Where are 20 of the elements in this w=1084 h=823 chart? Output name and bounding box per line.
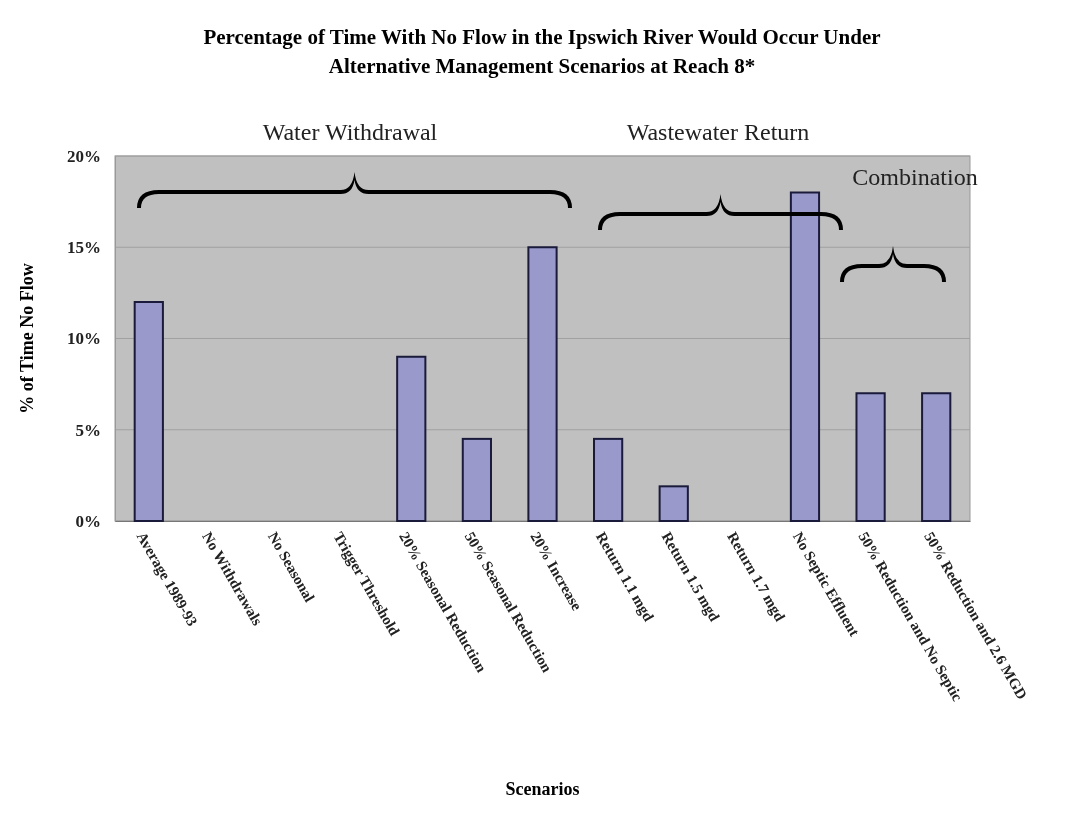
bar bbox=[789, 191, 821, 522]
annotation: Combination bbox=[852, 164, 978, 190]
y-tick-label: 0% bbox=[75, 511, 101, 531]
chart-title: Percentage of Time With No Flow in the Ipswich River Would Occur Under Alternative Management Scenarios at Reach 8* bbox=[203, 25, 881, 78]
bar bbox=[658, 485, 689, 522]
y-tick-label: 15% bbox=[67, 238, 101, 258]
bar bbox=[461, 437, 492, 522]
bar bbox=[593, 437, 624, 522]
text: Water Withdrawal bbox=[262, 119, 438, 145]
y-tick-label: 10% bbox=[67, 329, 101, 349]
bar bbox=[921, 392, 952, 522]
text: Wastewater Return bbox=[626, 119, 810, 145]
bar bbox=[396, 355, 427, 522]
y-axis-title: % of Time No Flow bbox=[17, 263, 37, 414]
bar bbox=[855, 392, 886, 522]
y-tick-label: 20% bbox=[67, 146, 101, 166]
y-tick-label: 5% bbox=[75, 420, 101, 440]
bar bbox=[133, 301, 164, 522]
bar bbox=[527, 246, 558, 522]
x-axis-title: Scenarios bbox=[505, 779, 580, 799]
